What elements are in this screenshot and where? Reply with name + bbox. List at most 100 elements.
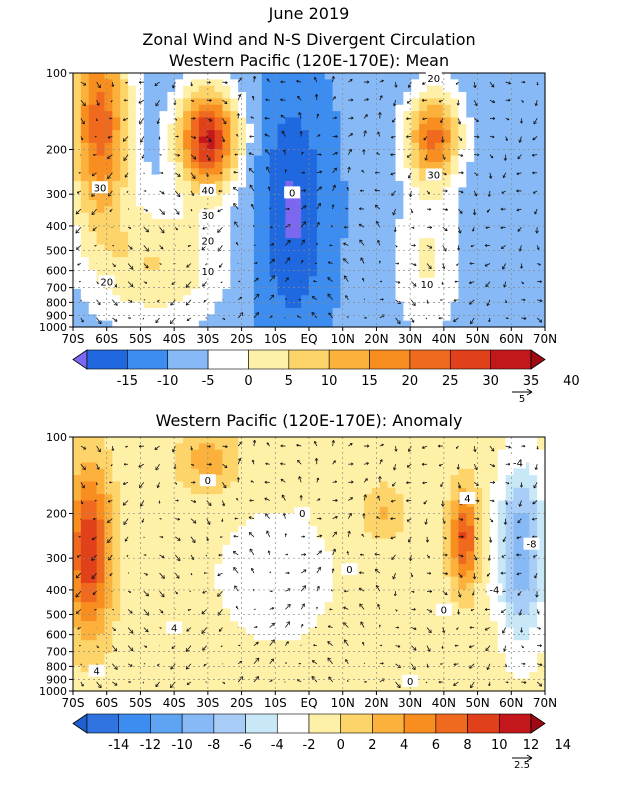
field-cell (505, 263, 515, 271)
field-cell (332, 295, 342, 303)
vector-arrowhead (523, 80, 526, 84)
field-cell (112, 513, 121, 521)
field-cell (466, 187, 475, 195)
field-cell (80, 161, 90, 169)
field-cell (442, 161, 452, 169)
vector-arrowhead (343, 258, 347, 262)
field-cell (301, 595, 310, 603)
field-cell (253, 263, 263, 271)
field-cell (277, 532, 286, 540)
field-cell (364, 307, 373, 315)
field-cell (489, 314, 499, 322)
field-cell (191, 468, 200, 476)
field-cell (285, 92, 294, 99)
field-cell (73, 149, 82, 157)
circulation-vectors (75, 75, 543, 325)
field-cell (497, 123, 507, 131)
field-cell (332, 437, 342, 444)
field-cell (96, 200, 106, 207)
field-cell (324, 576, 334, 584)
field-cell (238, 212, 247, 220)
field-cell (96, 583, 106, 590)
field-cell (175, 519, 184, 527)
field-cell (529, 269, 538, 277)
vector-arrowhead (223, 318, 226, 321)
field-cell (191, 276, 200, 284)
field-cell (80, 320, 90, 328)
vector-arrow (316, 221, 320, 228)
field-cell (143, 583, 153, 590)
vector-arrowhead (484, 263, 488, 267)
field-cell (466, 136, 475, 144)
field-cell (309, 98, 318, 106)
vector-arrow (190, 190, 194, 196)
field-cell (403, 200, 412, 207)
field-cell (356, 250, 365, 258)
field-cell (128, 257, 137, 265)
field-cell (332, 468, 342, 476)
field-cell (175, 437, 184, 444)
field-cell (151, 513, 161, 521)
vector-arrow (395, 317, 401, 325)
field-cell (379, 104, 389, 112)
field-cell (427, 130, 436, 138)
field-cell (411, 187, 420, 195)
field-cell (442, 111, 452, 119)
field-cell (214, 684, 224, 692)
field-cell (285, 608, 294, 616)
field-cell (340, 206, 349, 214)
field-cell (356, 627, 365, 635)
field-cell (183, 525, 192, 533)
field-cell (120, 212, 129, 220)
vector-arrow (186, 263, 192, 268)
field-cell (395, 238, 404, 246)
field-cell (293, 231, 302, 239)
field-cell (191, 149, 200, 157)
field-cell (230, 671, 239, 679)
field-cell (277, 500, 286, 508)
field-cell (261, 684, 271, 692)
field-cell (206, 525, 216, 533)
field-cell (175, 475, 184, 483)
field-cell (324, 589, 334, 597)
field-cell (395, 98, 404, 106)
colorbar-label: 0 (244, 374, 252, 389)
field-cell (230, 276, 239, 284)
field-cell (191, 250, 200, 258)
field-cell (332, 193, 342, 201)
field-cell (151, 640, 161, 648)
vector-arrowhead (176, 135, 179, 138)
field-cell (88, 513, 98, 521)
field-cell (159, 123, 168, 131)
field-cell (167, 282, 176, 290)
field-cell (340, 500, 349, 508)
field-cell (143, 130, 153, 138)
field-cell (403, 295, 412, 303)
field-cell (246, 307, 255, 315)
field-cell (183, 225, 192, 233)
field-cell (238, 595, 247, 603)
field-cell (261, 123, 271, 131)
vector-arrowhead (157, 300, 159, 303)
field-cell (332, 678, 342, 686)
field-cell (466, 193, 475, 201)
field-cell (261, 320, 271, 328)
field-cell (332, 200, 342, 207)
vector-arrowhead (80, 138, 84, 141)
field-cell (112, 238, 121, 246)
field-cell (450, 98, 460, 106)
vector-arrow (314, 77, 318, 83)
field-cell (135, 513, 145, 521)
vector-arrowhead (301, 239, 305, 243)
field-cell (521, 200, 530, 207)
colorbar-label: -15 (117, 374, 138, 389)
field-cell (505, 123, 515, 131)
field-cell (214, 231, 224, 239)
field-cell (198, 602, 208, 610)
field-cell (356, 301, 365, 309)
field-cell (371, 314, 381, 322)
field-cell (222, 614, 231, 622)
field-cell (80, 149, 90, 157)
field-cell (120, 551, 129, 559)
field-cell (206, 174, 216, 182)
